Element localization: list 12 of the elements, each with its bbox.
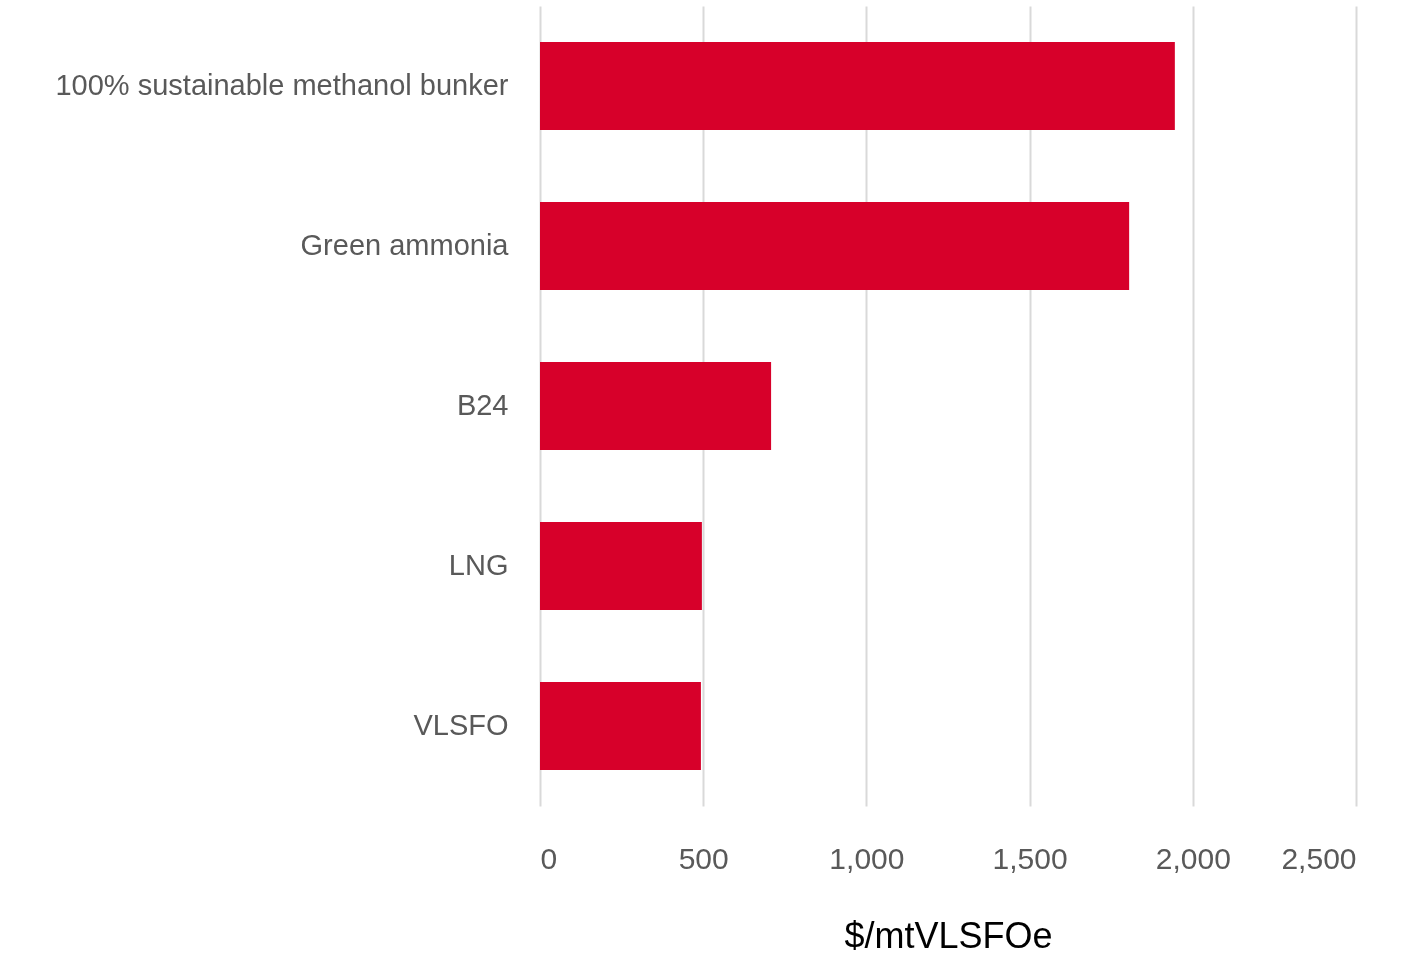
x-tick-label: 1,500 [992,841,1068,875]
y-tick-label: VLSFO [413,709,509,741]
x-axis-title: $/mtVLSFOe [844,914,1053,953]
x-tick-label: 2,000 [1155,841,1231,875]
y-tick-label: Green ammonia [300,229,510,261]
x-tick-label: 1,000 [829,841,905,875]
y-tick-label: 100% sustainable methanol bunker [55,69,509,101]
x-tick-label: 2,500 [1281,841,1357,875]
y-tick-label: B24 [456,389,509,421]
x-tick-label: 500 [678,841,729,875]
y-tick-label: LNG [448,549,509,581]
x-tick-label: 0 [540,841,558,875]
